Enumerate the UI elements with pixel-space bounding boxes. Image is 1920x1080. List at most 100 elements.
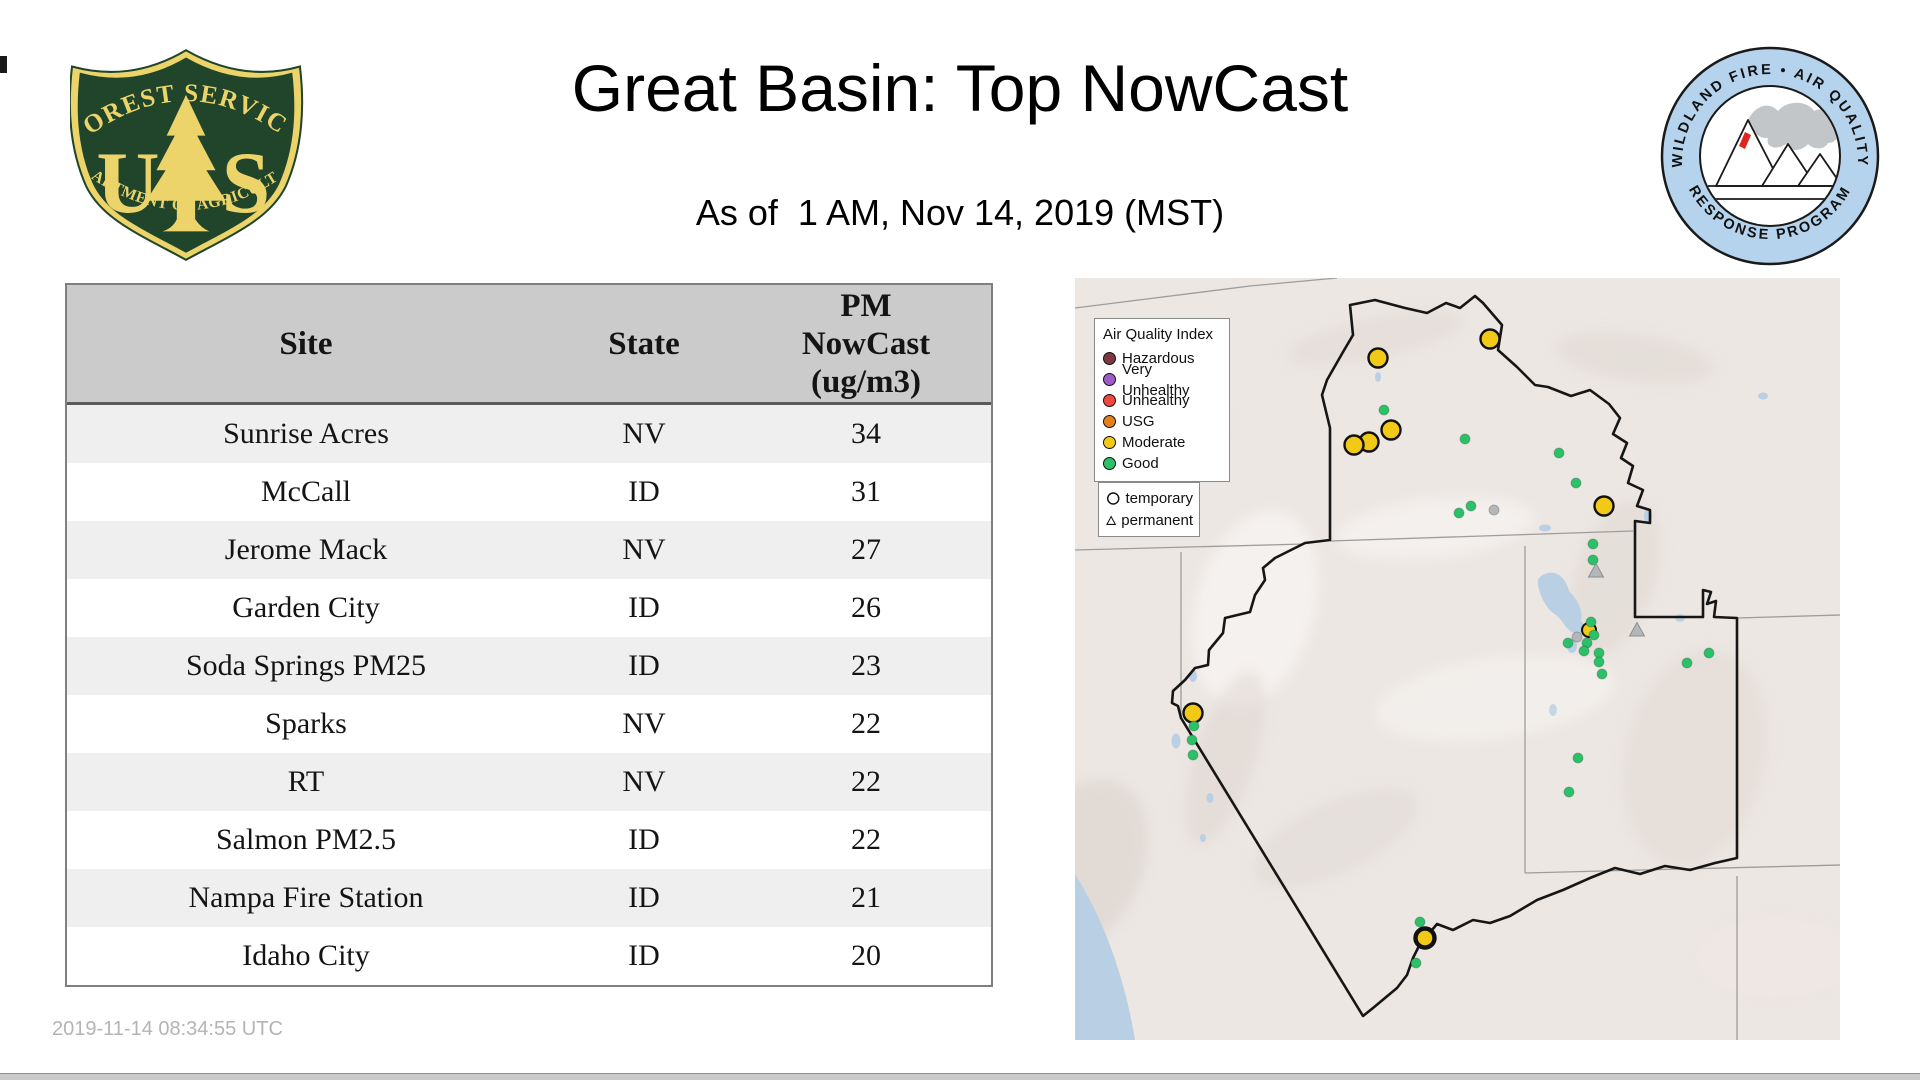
- value-cell: 20: [851, 939, 881, 972]
- column-header: Site: [279, 325, 333, 362]
- temporary-circle-icon: [1106, 491, 1120, 505]
- aqi-legend-title: Air Quality Index: [1103, 326, 1214, 343]
- table-header-row: Site State PM NowCast (ug/m3): [67, 285, 991, 405]
- table-row: Idaho City ID 20: [67, 927, 991, 985]
- aqi-legend-item: Unhealthy: [1103, 390, 1223, 411]
- fs-logo-letter-u: U: [96, 134, 159, 231]
- state-cell: NV: [622, 533, 666, 566]
- table-row: Nampa Fire Station ID 21: [67, 869, 991, 927]
- site-cell: Soda Springs PM25: [185, 649, 427, 682]
- monitor-dot-marker: [1588, 629, 1600, 641]
- monitor-dot-marker: [1187, 749, 1199, 761]
- marker-type-legend: temporary permanent: [1098, 482, 1200, 537]
- state-cell: NV: [622, 765, 666, 798]
- table-row: Jerome Mack NV 27: [67, 521, 991, 579]
- permanent-monitor-marker: [1587, 562, 1605, 578]
- good-dot-icon: [1103, 457, 1116, 470]
- monitor-dot-marker: [1593, 656, 1605, 668]
- state-cell: NV: [622, 707, 666, 740]
- legend-label: permanent: [1121, 511, 1193, 529]
- monitor-dot-marker: [1459, 433, 1471, 445]
- temporary-monitor-marker: [1343, 434, 1365, 456]
- monitor-dot-marker: [1563, 786, 1575, 798]
- aqi-legend-item: Hazardous: [1103, 348, 1223, 369]
- wfaqrp-logo: WILDLAND FIRE • AIR QUALITY RESPONSE PRO…: [1660, 46, 1880, 266]
- legend-label: temporary: [1125, 489, 1193, 507]
- site-cell: Jerome Mack: [224, 533, 388, 566]
- state-cell: ID: [628, 939, 660, 972]
- aqi-map: Air Quality Index Hazardous Very Unhealth…: [1075, 278, 1840, 1040]
- aqi-legend-label: Hazardous: [1122, 350, 1195, 367]
- value-cell: 22: [851, 707, 881, 740]
- monitor-dot-marker: [1587, 554, 1599, 566]
- aqi-legend-item: Moderate: [1103, 432, 1223, 453]
- monitor-dot-marker: [1414, 916, 1426, 928]
- lake-tahoe: [1171, 733, 1181, 749]
- table-row: Salmon PM2.5 ID 22: [67, 811, 991, 869]
- temporary-monitor-marker: [1367, 347, 1389, 369]
- site-cell: McCall: [261, 475, 351, 508]
- state-cell: ID: [628, 591, 660, 624]
- temporary-monitor-marker: [1380, 419, 1402, 441]
- table-row: McCall ID 31: [67, 463, 991, 521]
- page-subtitle: As of 1 AM, Nov 14, 2019 (MST): [695, 192, 1225, 233]
- permanent-monitor-marker: [1628, 621, 1646, 637]
- value-cell: 31: [851, 475, 881, 508]
- monitor-dot-marker: [1596, 668, 1608, 680]
- monitor-dot-marker: [1562, 637, 1574, 649]
- monitor-dot-marker: [1188, 720, 1200, 732]
- column-header: State: [608, 325, 680, 362]
- aqi-legend-label: Unhealthy: [1122, 392, 1190, 409]
- aqi-legend-item: Good: [1103, 453, 1223, 474]
- generation-timestamp: 2019-11-14 08:34:55 UTC: [52, 1018, 283, 1040]
- aqi-legend-item: USG: [1103, 411, 1223, 432]
- table-row: Sunrise Acres NV 34: [67, 405, 991, 463]
- state-cell: ID: [628, 881, 660, 914]
- monitor-dot-marker: [1378, 404, 1390, 416]
- table-row: Soda Springs PM25 ID 23: [67, 637, 991, 695]
- value-cell: 27: [851, 533, 881, 566]
- monitor-dot-marker: [1410, 957, 1422, 969]
- state-cell: ID: [628, 475, 660, 508]
- pine-tree-icon: [146, 94, 226, 232]
- legend-item-permanent: permanent: [1106, 509, 1193, 531]
- site-cell: Sparks: [265, 707, 347, 740]
- temporary-monitor-marker: [1182, 702, 1204, 724]
- permanent-triangle-icon: [1106, 514, 1117, 525]
- page-title: Great Basin: Top NowCast: [571, 51, 1349, 125]
- site-cell: Sunrise Acres: [223, 417, 389, 450]
- monitor-dot-marker: [1488, 504, 1500, 516]
- table-row: RT NV 22: [67, 753, 991, 811]
- monitor-dot-marker: [1453, 507, 1465, 519]
- value-cell: 22: [851, 765, 881, 798]
- aqi-legend-label: USG: [1122, 413, 1155, 430]
- nowcast-table: Site State PM NowCast (ug/m3) Sunrise Acre…: [65, 283, 993, 987]
- smoke-icon: [1748, 102, 1838, 151]
- fs-logo-letter-s: S: [222, 134, 271, 231]
- value-cell: 26: [851, 591, 881, 624]
- edge-artifact: [0, 56, 7, 73]
- monitor-dot-marker: [1571, 631, 1583, 643]
- aqi-legend-label: Very Unhealthy: [1122, 360, 1190, 399]
- very_unhealthy-dot-icon: [1103, 373, 1116, 386]
- usg-dot-icon: [1103, 415, 1116, 428]
- column-header: PM NowCast (ug/m3): [801, 287, 931, 400]
- legend-item-temporary: temporary: [1106, 487, 1193, 509]
- moderate-dot-icon: [1103, 436, 1116, 449]
- great-salt-lake: [1537, 572, 1584, 634]
- unhealthy-dot-icon: [1103, 394, 1116, 407]
- temporary-monitor-marker: [1593, 495, 1615, 517]
- monitor-dot-marker: [1465, 500, 1477, 512]
- state-cell: ID: [628, 823, 660, 856]
- site-cell: Idaho City: [242, 939, 370, 972]
- nowcast-table-body: Sunrise Acres NV 34 McCall ID 31 Jerome Mack NV…: [67, 405, 991, 985]
- hazardous-dot-icon: [1103, 352, 1116, 365]
- window-bottom-border: [0, 1073, 1920, 1080]
- state-cell: NV: [622, 417, 666, 450]
- monitor-dot-marker: [1703, 647, 1715, 659]
- value-cell: 34: [851, 417, 881, 450]
- monitor-markers: [1182, 328, 1715, 969]
- site-cell: Garden City: [232, 591, 380, 624]
- aqi-legend-label: Moderate: [1122, 434, 1186, 451]
- site-cell: Nampa Fire Station: [188, 881, 424, 914]
